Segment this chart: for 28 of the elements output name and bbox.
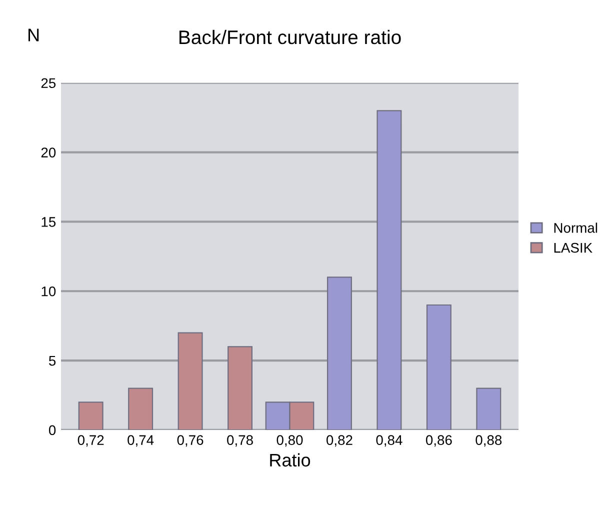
bar [78, 402, 104, 430]
bar [228, 346, 253, 430]
x-tick-label: 0,78 [227, 435, 253, 447]
legend-label: Normal [554, 222, 598, 233]
y-tick-label: 0 [48, 425, 56, 436]
chart-title: Back/Front curvature ratio [180, 30, 401, 44]
x-tick-label: 0,74 [128, 435, 154, 447]
legend-label: LASIK [554, 242, 592, 253]
bar [426, 304, 452, 430]
x-tick-label: 0,82 [326, 435, 352, 447]
x-tick-label: 0,88 [476, 435, 502, 447]
x-tick-label: 0,84 [376, 435, 402, 447]
y-tick-label: 20 [41, 148, 56, 158]
bar [326, 276, 352, 430]
y-tick-label: 10 [42, 286, 56, 296]
x-tick-label: 0,76 [177, 435, 204, 447]
x-tick-label: 0,80 [276, 435, 303, 447]
x-axis-title: Ratio [270, 453, 310, 467]
bar [476, 388, 502, 430]
y-axis-title: N [28, 28, 39, 42]
bar [128, 388, 154, 430]
x-tick-label: 0,72 [78, 435, 104, 447]
x-tick-label: 0,86 [426, 435, 452, 447]
y-tick-label: 5 [48, 356, 56, 366]
bar [178, 332, 203, 430]
y-tick-label: 25 [41, 78, 56, 88]
y-tick-label: 15 [42, 217, 56, 227]
bar [376, 110, 402, 430]
